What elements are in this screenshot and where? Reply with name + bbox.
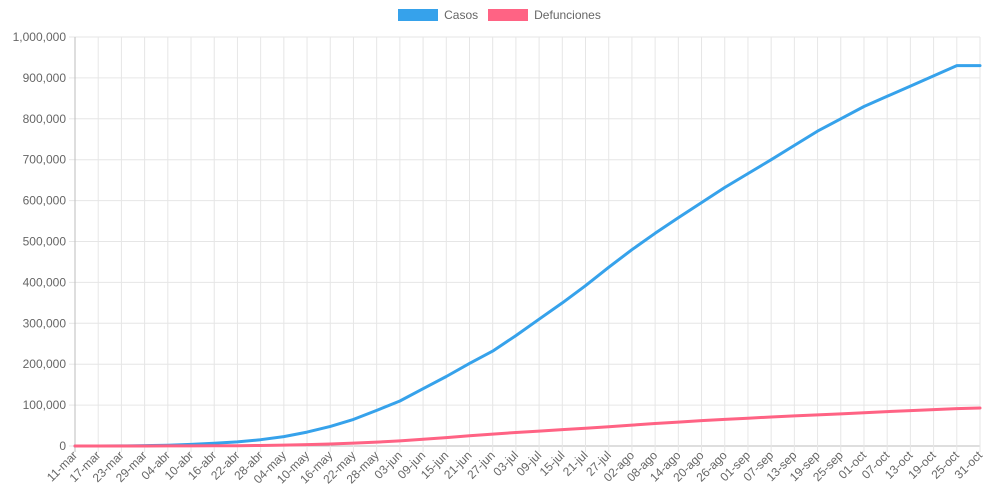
series-layer [73,64,982,448]
y-tick-label: 600,000 [23,194,67,208]
legend: Casos Defunciones [0,8,999,22]
y-tick-label: 100,000 [23,398,67,412]
series-line-defunciones [73,406,982,448]
legend-label-defunciones: Defunciones [534,8,601,22]
x-tick-label: 31-oct [952,448,986,482]
legend-item-defunciones[interactable]: Defunciones [488,8,601,22]
y-tick-label: 0 [59,439,66,453]
y-tick-label: 700,000 [23,153,67,167]
series-line-casos [73,64,982,448]
y-tick-label: 500,000 [23,235,67,249]
y-axis: 0 100,000 200,000 300,000 400,000 500,000 600,… [13,30,67,453]
legend-swatch-defunciones [488,9,529,21]
grid [69,36,981,452]
y-tick-label: 900,000 [23,71,67,85]
legend-label-casos: Casos [444,8,479,22]
y-tick-label: 200,000 [23,357,67,371]
y-tick-label: 400,000 [23,275,67,289]
legend-swatch-casos [398,9,439,21]
y-tick-label: 300,000 [23,316,67,330]
x-axis: 11-mar17-mar23-mar29-mar04-abr10-abr16-a… [44,448,986,487]
y-tick-label: 800,000 [23,112,67,126]
x-tick-label: 15-jul [537,448,568,479]
x-tick-label: 21-jul [560,448,591,479]
x-tick-label: 03-jul [490,448,521,479]
x-tick-label: 09-jul [514,448,545,479]
legend-item-casos[interactable]: Casos [398,8,478,22]
y-tick-label: 1,000,000 [13,30,67,44]
